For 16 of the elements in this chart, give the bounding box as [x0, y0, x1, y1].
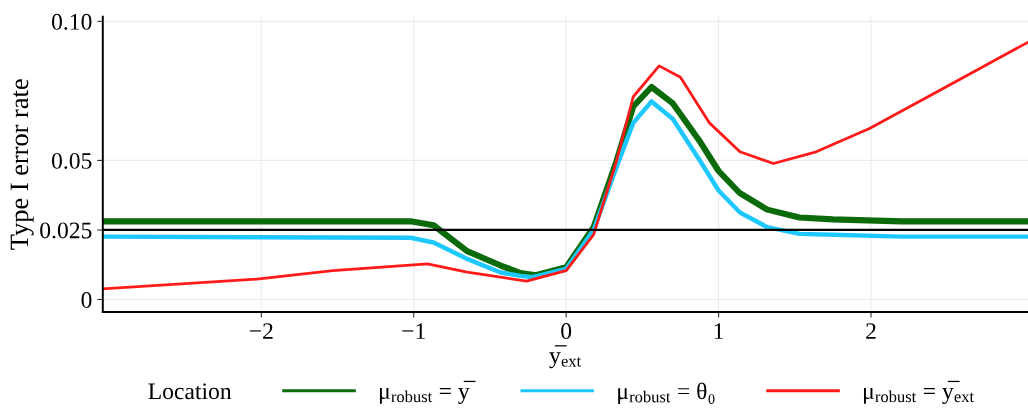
legend-label: μ$_{robust}$ = y̅ [379, 380, 476, 404]
x-tick-label: −1 [402, 323, 425, 339]
y-tick-label: 0.05 [51, 152, 92, 169]
y-tick-label: 0.025 [40, 222, 92, 239]
y-tick-label: 0 [81, 291, 92, 308]
y-axis-title: Type I error rate [10, 79, 34, 250]
x-tick-label: 1 [714, 323, 724, 339]
x-tick-label: −2 [249, 323, 273, 339]
legend-title: Location [148, 383, 232, 400]
line-series [102, 40, 1028, 291]
x-axis-title: y̅$_{ext}$ [549, 345, 582, 369]
x-tick-label: 2 [866, 323, 876, 339]
x-tick-label: 0 [561, 323, 572, 340]
legend-label: μ$_{robust}$ = y̅$_{ext}$ [863, 380, 974, 404]
legend-label: μ$_{robust}$ = θ₀ [618, 382, 715, 405]
y-tick-label: 0.10 [51, 13, 92, 30]
